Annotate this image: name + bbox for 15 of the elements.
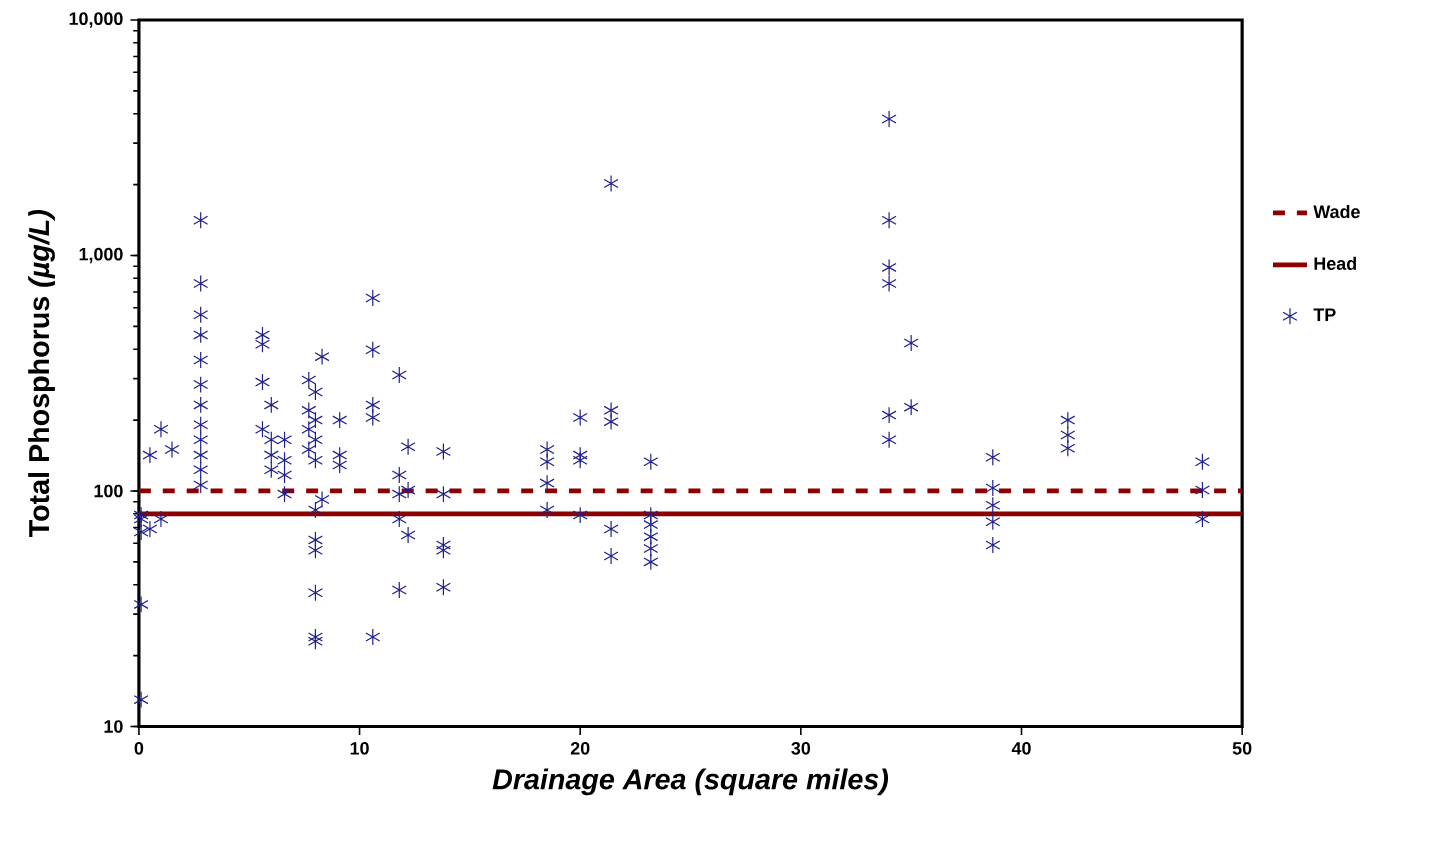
y-tick-label: 10,000 (69, 12, 123, 28)
y-tick-label: 10 (104, 719, 123, 733)
x-axis-title: Drainage Area (square miles) (492, 768, 889, 795)
legend-label: Head (1314, 256, 1356, 270)
x-tick-label: 40 (1011, 741, 1031, 755)
y-tick-label: 1,000 (79, 247, 123, 263)
x-tick-label: 20 (570, 741, 590, 755)
x-tick-label: 0 (134, 741, 144, 755)
x-tick-label: 10 (350, 741, 369, 755)
y-tick-label: 100 (94, 484, 123, 498)
legend-label: Wade (1313, 204, 1360, 218)
x-tick-label: 30 (791, 741, 811, 755)
y-axis-title: Total Phosphorus (µg/L) (28, 209, 55, 537)
legend-label: TP (1313, 308, 1336, 321)
x-tick-label: 50 (1232, 741, 1252, 755)
